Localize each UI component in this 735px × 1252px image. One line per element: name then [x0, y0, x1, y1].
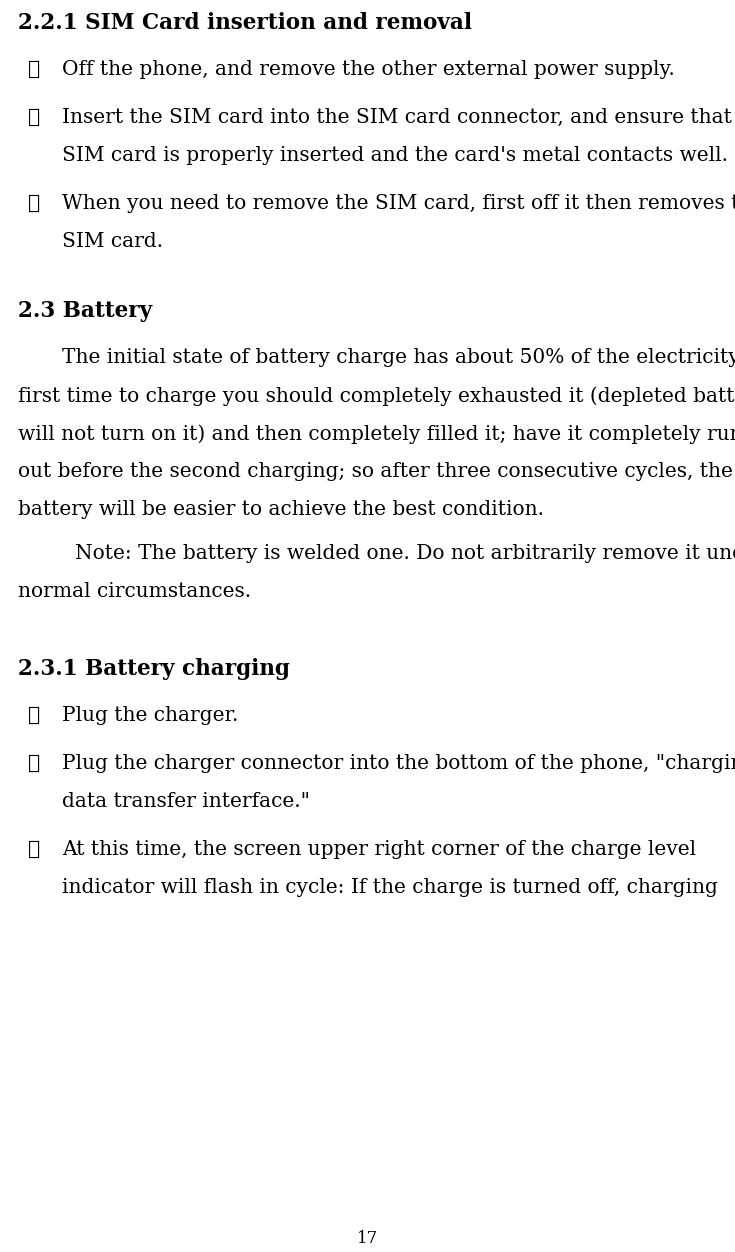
- Text: The initial state of battery charge has about 50% of the electricity. The: The initial state of battery charge has …: [62, 348, 735, 367]
- Text: SIM card.: SIM card.: [62, 232, 163, 250]
- Text: ➢: ➢: [28, 840, 40, 859]
- Text: ➢: ➢: [28, 60, 40, 79]
- Text: Note: The battery is welded one. Do not arbitrarily remove it under: Note: The battery is welded one. Do not …: [75, 545, 735, 563]
- Text: 2.2.1 SIM Card insertion and removal: 2.2.1 SIM Card insertion and removal: [18, 13, 472, 34]
- Text: will not turn on it) and then completely filled it; have it completely run: will not turn on it) and then completely…: [18, 424, 735, 443]
- Text: normal circumstances.: normal circumstances.: [18, 582, 251, 601]
- Text: battery will be easier to achieve the best condition.: battery will be easier to achieve the be…: [18, 500, 544, 520]
- Text: 2.3 Battery: 2.3 Battery: [18, 300, 152, 322]
- Text: Plug the charger.: Plug the charger.: [62, 706, 238, 725]
- Text: 2.3.1 Battery charging: 2.3.1 Battery charging: [18, 659, 290, 680]
- Text: At this time, the screen upper right corner of the charge level: At this time, the screen upper right cor…: [62, 840, 696, 859]
- Text: ➢: ➢: [28, 194, 40, 213]
- Text: out before the second charging; so after three consecutive cycles, the: out before the second charging; so after…: [18, 462, 733, 481]
- Text: Plug the charger connector into the bottom of the phone, "charging /: Plug the charger connector into the bott…: [62, 754, 735, 772]
- Text: Off the phone, and remove the other external power supply.: Off the phone, and remove the other exte…: [62, 60, 675, 79]
- Text: indicator will flash in cycle: If the charge is turned off, charging: indicator will flash in cycle: If the ch…: [62, 878, 718, 896]
- Text: first time to charge you should completely exhausted it (depleted battery: first time to charge you should complete…: [18, 386, 735, 406]
- Text: data transfer interface.": data transfer interface.": [62, 793, 310, 811]
- Text: 17: 17: [357, 1229, 378, 1247]
- Text: Insert the SIM card into the SIM card connector, and ensure that the: Insert the SIM card into the SIM card co…: [62, 108, 735, 126]
- Text: When you need to remove the SIM card, first off it then removes the: When you need to remove the SIM card, fi…: [62, 194, 735, 213]
- Text: SIM card is properly inserted and the card's metal contacts well.: SIM card is properly inserted and the ca…: [62, 146, 728, 165]
- Text: ➢: ➢: [28, 706, 40, 725]
- Text: ➢: ➢: [28, 108, 40, 126]
- Text: ➢: ➢: [28, 754, 40, 772]
